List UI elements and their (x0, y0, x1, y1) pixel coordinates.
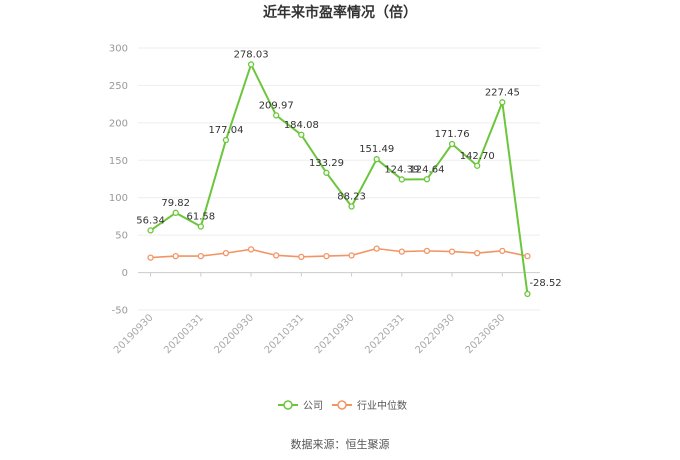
chart-title: 近年来市盈率情况（倍） (263, 5, 417, 21)
y-tick-label: 50 (115, 231, 128, 242)
data-label: -28.52 (529, 278, 561, 289)
company-point (172, 209, 179, 216)
company-point (373, 156, 380, 163)
data-label: 133.29 (309, 158, 344, 169)
industry-point (247, 246, 255, 253)
company-point (222, 136, 230, 144)
industry-point (373, 245, 380, 252)
x-tick-label: 20200930 (212, 312, 256, 356)
industry-point (197, 252, 204, 260)
series-line-company (149, 61, 529, 295)
y-tick-label: 300 (109, 44, 128, 55)
y-tick-label: 150 (109, 156, 128, 167)
industry-point (448, 248, 456, 255)
company-point (398, 176, 405, 183)
data-label: 61.58 (186, 211, 215, 222)
data-label: 88.23 (337, 192, 366, 203)
legend-swatch-marker (337, 400, 347, 410)
x-tick-label: 20210930 (313, 312, 357, 356)
data-label: 124.39 (384, 164, 419, 175)
industry-point (172, 252, 179, 260)
legend-label: 行业中位数 (357, 399, 407, 412)
data-label: 56.34 (136, 215, 165, 226)
company-point (273, 112, 280, 119)
x-tick-label: 20220930 (413, 312, 457, 356)
data-label: 151.49 (359, 144, 394, 155)
industry-point (474, 249, 481, 257)
data-label: 278.03 (234, 49, 269, 60)
y-tick-label: 100 (109, 193, 128, 204)
industry-point (499, 247, 506, 255)
industry-point (323, 252, 330, 260)
series-line-industry (150, 247, 528, 259)
industry-point (524, 252, 531, 260)
company-point (147, 227, 154, 234)
company-point (348, 203, 355, 210)
x-tick-label: 20200331 (162, 312, 206, 356)
industry-point (222, 249, 230, 257)
data-source: 数据来源：恒生聚源 (290, 438, 390, 451)
industry-point (273, 252, 280, 259)
data-label: 209.97 (259, 100, 294, 111)
company-point (323, 169, 330, 176)
y-tick-label: 250 (109, 81, 128, 92)
data-label: 79.82 (161, 198, 190, 209)
legend-label: 公司 (303, 401, 323, 412)
data-label: 124.64 (409, 164, 444, 175)
x-tick-label: 20230630 (464, 312, 508, 356)
legend-swatch-marker (283, 400, 293, 410)
company-point (423, 176, 431, 183)
company-point (499, 99, 506, 106)
industry-point (298, 253, 305, 261)
data-label: 177.04 (208, 125, 243, 136)
data-label: 142.70 (460, 151, 495, 162)
company-point (474, 162, 481, 169)
data-label: 184.08 (284, 120, 319, 131)
company-point (524, 290, 531, 298)
company-point (448, 140, 456, 148)
x-tick-label: 20220331 (363, 312, 407, 356)
industry-point (398, 248, 405, 255)
company-point (197, 223, 204, 230)
y-tick-label: 0 (122, 268, 128, 279)
y-tick-label: 200 (109, 118, 128, 129)
company-point (298, 131, 305, 138)
company-point (247, 61, 255, 68)
industry-point (348, 252, 355, 259)
x-tick-label: 20210331 (263, 312, 307, 356)
y-tick-label: -50 (112, 306, 128, 317)
industry-point (147, 254, 154, 261)
industry-point (423, 247, 431, 255)
x-tick-label: 20190930 (112, 312, 156, 356)
data-label: 227.45 (485, 87, 520, 98)
data-label: 171.76 (435, 129, 470, 140)
